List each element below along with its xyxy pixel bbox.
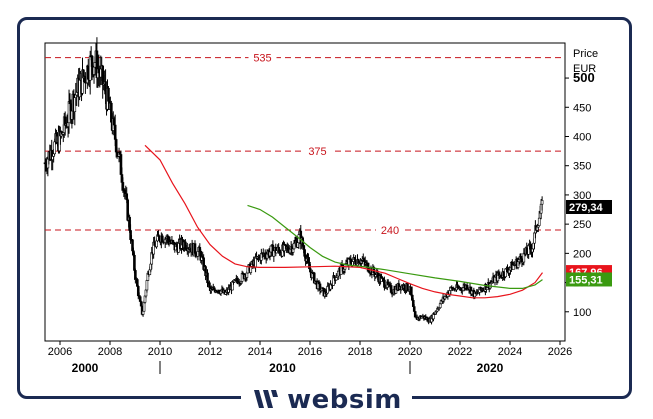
candle-body: [133, 254, 136, 271]
last-price-tag: 279,34: [569, 202, 604, 214]
plot-area: [44, 42, 566, 342]
level-label-bg: [376, 223, 404, 236]
moving-average-red: [144, 144, 543, 299]
ma-green-tag-bg: [566, 272, 612, 287]
x-tick-label: 2020: [398, 346, 422, 358]
x-tick-label: 2022: [448, 346, 472, 358]
candle-body: [206, 272, 209, 284]
level-label: 535: [253, 53, 271, 65]
candle-body: [145, 280, 149, 291]
candle-body: [406, 283, 409, 291]
candle-body: [139, 301, 143, 307]
ma-green-tag: 155,31: [569, 274, 603, 286]
y-tick-label: 250: [573, 219, 591, 231]
brand-name: websim: [287, 385, 402, 415]
x-tick-label: 2006: [48, 346, 72, 358]
candle-body: [335, 277, 338, 281]
level-label-bg: [303, 145, 332, 158]
chart-frame: [17, 17, 632, 399]
candle-body: [540, 200, 544, 205]
decade-label: 2010: [269, 361, 296, 375]
y-tick-label: 500: [573, 70, 595, 85]
candle-body: [113, 124, 117, 140]
candle-body: [141, 310, 145, 315]
y-tick-label: 100: [573, 307, 591, 319]
x-tick-label: 2026: [548, 346, 572, 358]
candle-body: [410, 286, 413, 296]
y-axis-label: Price: [573, 48, 598, 60]
level-label: 375: [308, 146, 326, 158]
candle-body: [309, 268, 312, 273]
decade-label: 2000: [72, 361, 99, 375]
y-tick-label: 400: [573, 131, 591, 143]
candle-body: [90, 55, 94, 67]
websim-logo-icon: [254, 390, 279, 408]
decade-label: 2020: [477, 361, 504, 375]
y-tick-label: 350: [573, 161, 591, 173]
x-tick-label: 2016: [298, 346, 322, 358]
y-tick-label: 450: [573, 102, 591, 114]
candle-body: [537, 217, 541, 226]
y-axis-unit: EUR: [573, 63, 596, 75]
x-tick-label: 2024: [498, 346, 522, 358]
last-price-tag-bg: [566, 199, 612, 214]
candle-body: [412, 306, 416, 312]
x-tick-label: 2018: [348, 346, 372, 358]
x-tick-label: 2010: [148, 346, 172, 358]
x-tick-label: 2008: [98, 346, 122, 358]
level-label-bg: [248, 51, 277, 64]
x-tick-label: 2012: [198, 346, 222, 358]
moving-average-green: [247, 204, 543, 289]
y-tick-label: 200: [573, 248, 591, 260]
brand-footer: websim: [0, 384, 653, 416]
y-tick-label: 300: [573, 190, 591, 202]
x-tick-label: 2014: [248, 346, 272, 358]
candle-body: [413, 311, 417, 318]
level-label: 240: [381, 225, 399, 237]
